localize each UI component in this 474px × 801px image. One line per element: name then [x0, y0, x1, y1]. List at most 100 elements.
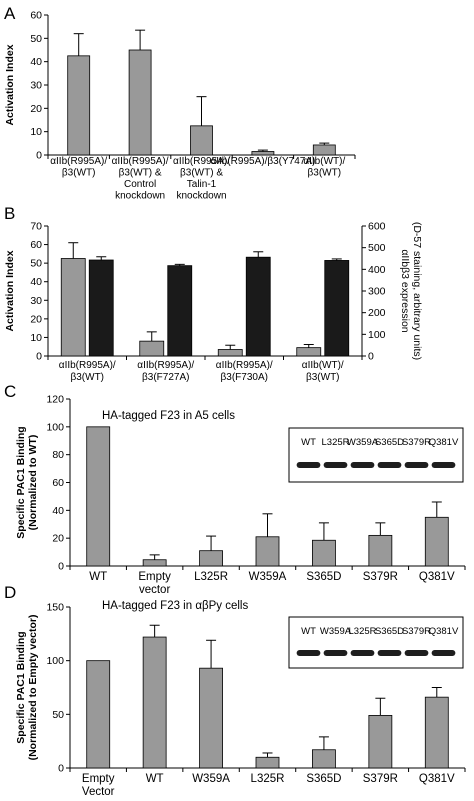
y-axis-label: (Normalized to Empty vector) [27, 615, 39, 761]
blot-lane-label: S365D [375, 626, 404, 637]
y-tick-label-right: 300 [368, 286, 386, 298]
bar [312, 749, 336, 769]
x-category-label: αIIb(R995A)/β3(Y747A) [210, 156, 315, 167]
x-category-label: β3(F727A) [142, 372, 189, 383]
panel-letter-a: A [4, 4, 16, 23]
blot-lane-label: W359A [320, 626, 352, 637]
panel-letter-c: C [4, 382, 16, 401]
y-axis-label-right: αIIbβ3 expression [399, 249, 411, 332]
x-category-label: S365D [306, 773, 341, 785]
y-tick-label: 80 [52, 449, 64, 461]
x-category-label: Vector [82, 786, 115, 798]
y-tick-label: 50 [30, 258, 42, 270]
y-axis-label: Specific PAC1 Binding [15, 631, 27, 743]
x-category-label: S379R [363, 571, 398, 583]
chart-d: 0 50 100 150 Specific PAC1 Binding (Normalize… [15, 602, 466, 798]
blot-lane-label: S365D [375, 437, 404, 448]
y-axis-label: (Normalized to WT) [27, 435, 39, 531]
panel-d-annotation: HA-tagged F23 in αβPy cells [102, 600, 248, 612]
y-tick-label: 10 [30, 126, 42, 138]
bar [167, 265, 193, 357]
bar [312, 539, 336, 567]
x-category-label: S365D [306, 571, 341, 583]
x-category-label: β3(WT) & [119, 168, 162, 179]
panel-letter-d: D [4, 583, 16, 602]
bar [217, 349, 243, 357]
blot-band [431, 650, 456, 656]
y-tick-label: 50 [30, 33, 42, 45]
bar [88, 259, 114, 357]
bar [86, 426, 111, 567]
x-category-label: L325R [194, 571, 228, 583]
x-category-label: knockdown [115, 191, 165, 202]
bar [142, 636, 167, 769]
y-tick-label: 120 [46, 394, 64, 406]
blot-lane-label: WT [301, 437, 316, 448]
y-tick-label-right: 100 [368, 329, 386, 341]
panel-letter-b: B [4, 204, 15, 223]
x-category-label: L325R [251, 773, 285, 785]
blot-band [296, 650, 321, 656]
x-category-label: Empty [138, 571, 171, 583]
y-tick-label-right: 0 [368, 351, 374, 363]
x-category-label: β3(WT) & [180, 168, 223, 179]
bar [324, 260, 350, 357]
bar [424, 696, 449, 769]
x-category-label: Empty [82, 773, 115, 785]
blot-lane-label: L325R [322, 437, 350, 448]
x-category-label: β3(WT) [306, 372, 340, 383]
bar [142, 559, 167, 567]
chart-c: 0 20 40 60 80 100 120 Specific PAC1 Binding (Nor… [15, 394, 466, 596]
x-category-label: WT [146, 773, 164, 785]
bar [255, 536, 280, 567]
bar [312, 144, 336, 156]
blot-lane-label: S379R [402, 626, 431, 637]
x-category-label: αIIb(R995A)/ [137, 360, 194, 371]
blot-lane-label: Q381V [429, 437, 459, 448]
y-tick-label: 60 [52, 477, 64, 489]
x-category-label: αIIb(R995A)/ [59, 360, 116, 371]
x-category-label: αIIb(WT)/ [303, 156, 345, 167]
bar [86, 660, 111, 769]
y-tick-label: 50 [52, 709, 64, 721]
y-tick-label: 60 [30, 10, 42, 22]
x-category-label: Control [124, 179, 156, 190]
y-tick-label: 40 [30, 56, 42, 68]
y-tick-label: 30 [30, 295, 42, 307]
bar [368, 715, 393, 769]
bar [255, 756, 280, 769]
bar [245, 256, 271, 357]
blot-lane-label: L325R [349, 626, 377, 637]
x-category-label: β3(WT) [70, 372, 104, 383]
chart-a: 0 10 20 30 40 50 60 Activation Index αIIb(R995A)… [4, 10, 356, 202]
blot-band [404, 650, 429, 656]
bar [67, 55, 91, 156]
bar [60, 258, 86, 357]
y-tick-label: 20 [52, 533, 64, 545]
y-tick-label: 0 [36, 351, 42, 363]
y-tick-label: 0 [58, 763, 64, 775]
blot-band [404, 462, 429, 468]
y-tick-label: 100 [46, 655, 64, 667]
blot-band [350, 650, 375, 656]
y-tick-label: 70 [30, 221, 42, 233]
blot-band [377, 462, 402, 468]
blot-frame-d [288, 616, 464, 669]
y-tick-label: 10 [30, 332, 42, 344]
y-tick-label-right: 500 [368, 242, 386, 254]
y-tick-label: 40 [30, 276, 42, 288]
blot-band [431, 462, 456, 468]
blot-band [377, 650, 402, 656]
x-category-label: αIIb(R995A)/ [216, 360, 273, 371]
bar [251, 151, 275, 156]
y-tick-label: 20 [30, 313, 42, 325]
blot-band [296, 462, 321, 468]
x-category-label: αIIb(R995A)/ [112, 156, 169, 167]
bar [199, 550, 223, 567]
x-category-label: Q381V [419, 773, 455, 785]
y-tick-label-right: 200 [368, 307, 386, 319]
chart-b: 0 10 20 30 40 50 60 70 Activation Index 0 100 200 30… [4, 221, 423, 384]
blot-band [350, 462, 375, 468]
